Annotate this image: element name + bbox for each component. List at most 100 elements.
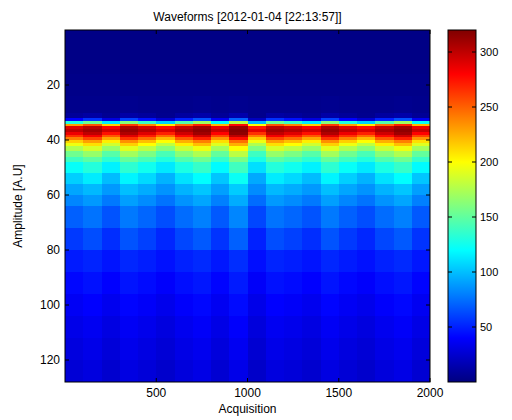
heatmap-cell [120,206,139,229]
colorbar-tick-label: 150 [480,211,498,223]
colorbar-tick [472,52,476,53]
heatmap-cell [138,74,157,97]
heatmap-cell [193,146,212,152]
heatmap-cell [138,146,157,152]
heatmap-cell [302,146,321,152]
y-tick [65,140,69,141]
heatmap-cell [102,74,121,97]
heatmap-cell [211,146,230,152]
heatmap-cell [193,30,212,53]
heatmap-cell [339,162,358,174]
heatmap-cell [156,151,175,157]
heatmap-cell [65,96,84,113]
heatmap-cell [138,294,157,317]
colorbar [448,30,476,382]
heatmap-cell [248,294,267,317]
heatmap-cell [83,113,102,119]
x-tick [430,30,431,34]
heatmap-cell [102,206,121,229]
heatmap-cell [211,338,230,361]
heatmap-cell [229,294,248,317]
heatmap-cell [357,162,376,174]
colorbar-tick [448,162,452,163]
heatmap-cell [102,30,121,53]
heatmap-cell [193,228,212,251]
heatmap-cell [412,157,430,163]
heatmap-cell [229,173,248,185]
heatmap-cell [357,360,376,382]
heatmap-cell [266,338,285,361]
heatmap-cell [357,338,376,361]
heatmap-cell [302,294,321,317]
heatmap-cell [156,228,175,251]
heatmap-cell [229,206,248,229]
heatmap-cell [339,294,358,317]
heatmap-cell [248,173,267,185]
heatmap-cell [394,228,413,251]
heatmap-cell [339,206,358,229]
heatmap-cell [120,146,139,152]
heatmap-cell [83,206,102,229]
colorbar-tick-label: 250 [480,101,498,113]
heatmap-cell [120,162,139,174]
heatmap-cell [193,96,212,113]
heatmap-cell [193,74,212,97]
heatmap-cell [357,96,376,113]
heatmap-cell [175,294,194,317]
y-tick [426,305,430,306]
heatmap-cell [412,74,430,97]
heatmap-cell [248,206,267,229]
heatmap-cell [229,272,248,295]
heatmap-cell [193,157,212,163]
heatmap-cell [193,151,212,157]
heatmap-cell [83,96,102,113]
heatmap-cell [102,184,121,196]
heatmap-cell [138,184,157,196]
heatmap-cell [211,157,230,163]
heatmap-cell [175,338,194,361]
heatmap-cell [302,184,321,196]
heatmap-cell [248,228,267,251]
heatmap-cell [302,74,321,97]
heatmap-cell [248,360,267,382]
heatmap-cell [83,272,102,295]
heatmap-cell [248,157,267,163]
x-tick [338,30,339,34]
heatmap-cell [302,162,321,174]
heatmap-cell [193,184,212,196]
heatmap-cell [302,113,321,119]
heatmap-cell [321,272,340,295]
heatmap-cell [302,157,321,163]
heatmap-cell [302,195,321,207]
heatmap-cell [284,228,303,251]
heatmap-cell [175,250,194,273]
heatmap-cell [321,146,340,152]
heatmap-cell [266,294,285,317]
colorbar-tick [448,52,452,53]
heatmap-cell [394,74,413,97]
heatmap-cell [394,250,413,273]
y-tick-label: 80 [47,243,61,257]
y-tick [426,140,430,141]
heatmap-cell [394,272,413,295]
heatmap-cell [321,173,340,185]
heatmap-cell [102,96,121,113]
heatmap-cell [229,184,248,196]
heatmap-cell [394,195,413,207]
heatmap-cell [120,360,139,382]
heatmap-cell [284,272,303,295]
heatmap-cell [412,173,430,185]
heatmap-cell [321,96,340,113]
heatmap-cell [375,294,394,317]
heatmap-cell [83,74,102,97]
heatmap-cell [339,52,358,75]
heatmap-cell [248,74,267,97]
heatmap-cell [266,184,285,196]
heatmap-cell [120,151,139,157]
heatmap-cell [266,151,285,157]
heatmap-cell [175,360,194,382]
heatmap-cell [156,162,175,174]
heatmap-cell [284,96,303,113]
title: Waveforms [2012-01-04 [22:13:57]] [153,10,341,24]
heatmap-cell [229,151,248,157]
